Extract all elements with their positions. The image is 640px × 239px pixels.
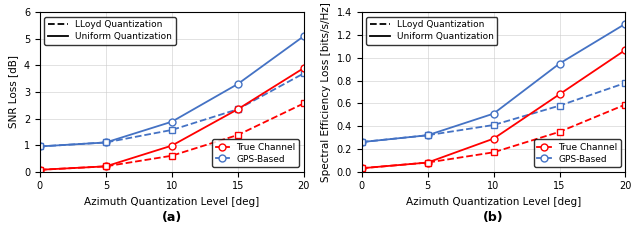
Text: (b): (b) xyxy=(483,212,504,224)
Y-axis label: Spectral Efficiency Loss [bits/s/Hz]: Spectral Efficiency Loss [bits/s/Hz] xyxy=(321,2,331,182)
X-axis label: Azimuth Quantization Level [deg]: Azimuth Quantization Level [deg] xyxy=(406,197,581,207)
X-axis label: Azimuth Quantization Level [deg]: Azimuth Quantization Level [deg] xyxy=(84,197,259,207)
Legend: True Channel, GPS-Based: True Channel, GPS-Based xyxy=(212,139,299,167)
Legend: True Channel, GPS-Based: True Channel, GPS-Based xyxy=(534,139,621,167)
Y-axis label: SNR Loss [dB]: SNR Loss [dB] xyxy=(8,55,19,129)
Text: (a): (a) xyxy=(162,212,182,224)
